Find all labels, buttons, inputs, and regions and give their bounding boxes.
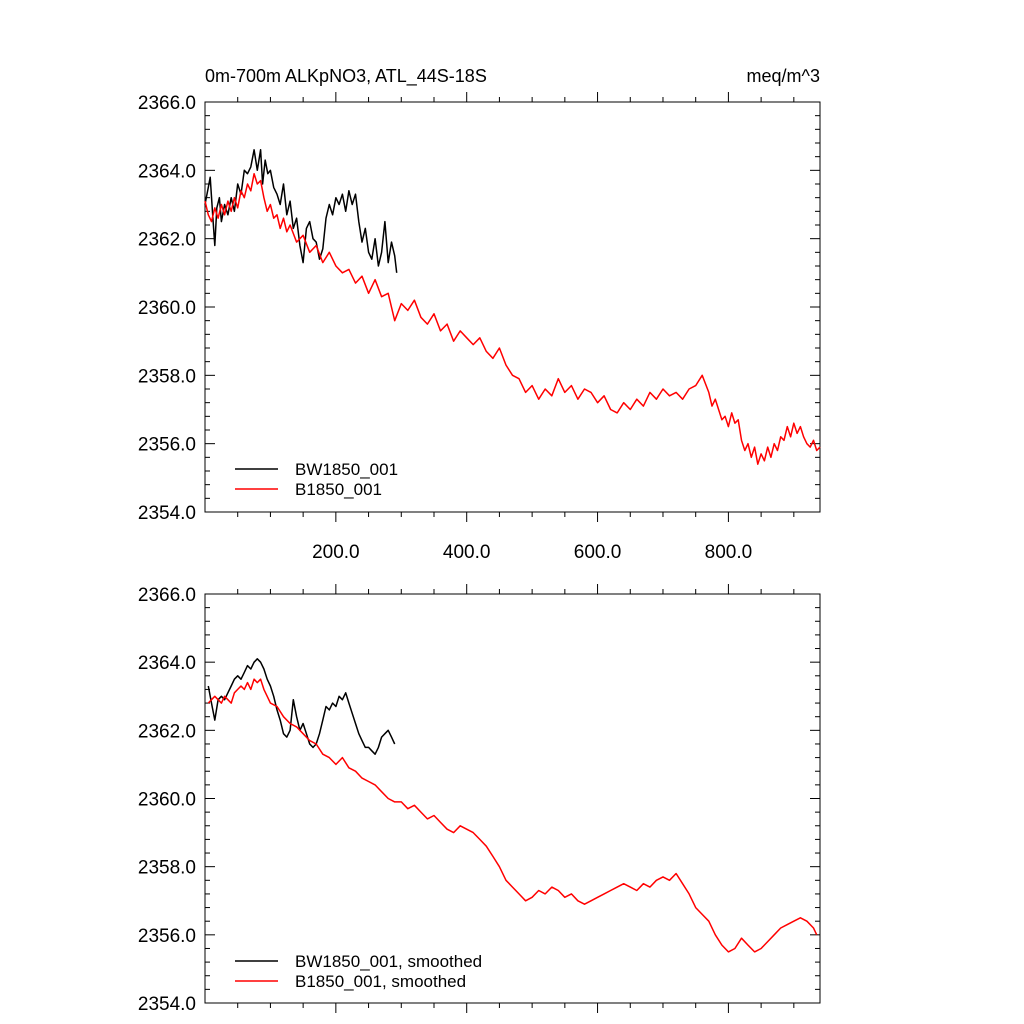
bottom-y-tick-label: 2362.0 xyxy=(138,721,196,742)
bottom-y-tick-label: 2356.0 xyxy=(138,926,196,947)
bottom-series-line-b1850 xyxy=(207,678,818,953)
top-legend-label: BW1850_001 xyxy=(295,460,398,479)
chart-title: 0m-700m ALKpNO3, ATL_44S-18S xyxy=(205,66,487,87)
top-y-tick-label: 2360.0 xyxy=(138,298,196,319)
bottom-series-line-bw1850 xyxy=(207,658,396,755)
top-legend-label: B1850_001 xyxy=(295,480,382,499)
bottom-y-tick-label: 2364.0 xyxy=(138,653,196,674)
top-x-tick-label: 400.0 xyxy=(443,542,491,563)
top-y-tick-label: 2358.0 xyxy=(138,366,196,387)
top-y-tick-label: 2356.0 xyxy=(138,435,196,456)
bottom-panel: 2366.0 2364.0 2362.0 2360.0 2358.0 2356.0 2354… xyxy=(138,584,821,1015)
bottom-y-tick-label: 2358.0 xyxy=(138,858,196,879)
top-panel: 2366.0 2364.0 2362.0 2360.0 2358.0 2356.0 2354… xyxy=(138,92,821,563)
bottom-y-tick-label: 2366.0 xyxy=(138,585,196,606)
top-y-tick-label: 2362.0 xyxy=(138,230,196,251)
bottom-y-tick-label: 2360.0 xyxy=(138,790,196,811)
top-y-tick-label: 2354.0 xyxy=(138,503,196,524)
top-y-tick-label: 2366.0 xyxy=(138,93,196,114)
bottom-legend-label: BW1850_001, smoothed xyxy=(295,952,482,971)
bottom-y-tick-label: 2354.0 xyxy=(138,994,196,1015)
top-x-tick-label: 600.0 xyxy=(574,542,622,563)
top-x-tick-label: 200.0 xyxy=(312,542,360,563)
chart-units: meq/m^3 xyxy=(747,66,820,86)
top-plot-frame xyxy=(204,101,821,513)
bottom-legend-label: B1850_001, smoothed xyxy=(295,972,466,991)
top-series-line-b1850 xyxy=(204,172,821,465)
bottom-plot-frame xyxy=(204,593,821,1004)
top-y-tick-label: 2364.0 xyxy=(138,161,196,182)
top-series-line-bw1850 xyxy=(204,149,398,273)
top-x-tick-label: 800.0 xyxy=(705,542,753,563)
